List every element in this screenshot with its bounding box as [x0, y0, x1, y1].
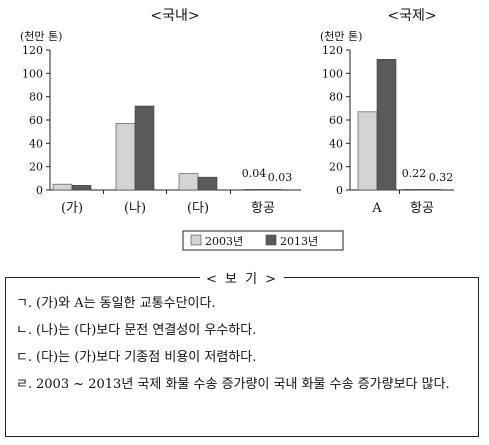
- data-label: 0.22: [402, 167, 427, 180]
- y-tick-label: 0: [336, 184, 343, 197]
- y-tick-label: 20: [29, 161, 43, 174]
- bogi-item: ㄷ. (다)는 (가)보다 기종점 비용이 저렴하다.: [16, 344, 468, 371]
- bar: [178, 173, 199, 191]
- y-tick-label: 20: [329, 161, 343, 174]
- bogi-item: ㄱ. (가)와 A는 동일한 교통수단이다.: [16, 290, 468, 317]
- x-category-label: A: [371, 201, 382, 216]
- y-tick-label: 40: [29, 137, 43, 150]
- x-category-label: (다): [187, 201, 209, 216]
- y-axis-unit-label: (천만 톤): [20, 29, 62, 43]
- bogi-item-text: (나)는 (다)보다 문전 연결성이 우수하다.: [36, 323, 257, 338]
- bar: [243, 189, 264, 191]
- bogi-item: ㄹ. 2003 ~ 2013년 국제 화물 수송 증가량이 국내 화물 수송 증가…: [16, 371, 468, 398]
- bar: [115, 123, 136, 191]
- y-tick-label: 100: [22, 67, 43, 80]
- legend: 2003년 2013년: [182, 230, 344, 251]
- y-tick-label: 80: [29, 91, 43, 104]
- legend-label: 2003년: [205, 235, 243, 248]
- bar: [197, 176, 218, 191]
- bogi-item-mark: ㄷ.: [16, 350, 33, 365]
- y-tick-label: 40: [329, 137, 343, 150]
- bogi-item: ㄴ. (나)는 (다)보다 문전 연결성이 우수하다.: [16, 317, 468, 344]
- chart-title: <국제>: [387, 8, 436, 24]
- bogi-item-text: (가)와 A는 동일한 교통수단이다.: [36, 296, 216, 311]
- bar: [357, 111, 378, 191]
- x-category-label: 항공: [251, 201, 275, 216]
- x-category-label: (나): [124, 201, 146, 216]
- y-tick-label: 120: [22, 44, 43, 57]
- bogi-item-mark: ㄱ.: [16, 296, 33, 311]
- bar: [52, 183, 73, 191]
- bar: [421, 189, 442, 191]
- bogi-title: < 보 기 >: [199, 268, 285, 287]
- x-category-label: 항공: [410, 201, 434, 216]
- international-chart: <국제> (천만 톤) 0 20 40 60 80 100 120 A 항공 0.22 0.32: [320, 8, 454, 216]
- legend-swatch: [190, 234, 202, 246]
- x-category-label: (가): [61, 201, 83, 216]
- legend-swatch: [265, 234, 277, 246]
- data-label: 0.04: [242, 167, 267, 180]
- bar: [376, 59, 397, 191]
- data-label: 0.03: [268, 171, 293, 184]
- bogi-item-mark: ㄴ.: [16, 323, 33, 338]
- bar: [402, 189, 423, 191]
- bogi-item-mark: ㄹ.: [16, 377, 33, 392]
- y-axis-unit-label: (천만 톤): [320, 29, 362, 43]
- bar: [134, 105, 155, 191]
- y-tick-label: 120: [322, 44, 343, 57]
- y-tick-label: 60: [329, 114, 343, 127]
- data-label: 0.32: [429, 171, 454, 184]
- bar: [262, 189, 283, 191]
- bogi-item-text: (다)는 (가)보다 기종점 비용이 저렴하다.: [36, 350, 257, 365]
- legend-label: 2013년: [280, 235, 318, 248]
- y-tick-label: 60: [29, 114, 43, 127]
- bogi-list: ㄱ. (가)와 A는 동일한 교통수단이다. ㄴ. (나)는 (다)보다 문전 연결성…: [16, 290, 468, 398]
- charts-area: <국내> (천만 톤) 0 20 40 60 80 100 120 (가) (나) (다) 항공 0.04…: [20, 8, 454, 251]
- domestic-chart: <국내> (천만 톤) 0 20 40 60 80 100 120 (가) (나) (다) 항공 0.04…: [20, 8, 301, 216]
- y-tick-label: 0: [36, 184, 43, 197]
- chart-title: <국내>: [150, 8, 199, 24]
- bogi-item-text: 2003 ~ 2013년 국제 화물 수송 증가량이 국내 화물 수송 증가량보…: [36, 377, 450, 392]
- y-tick-label: 100: [322, 67, 343, 80]
- bar: [71, 185, 92, 191]
- legend-frame: [182, 230, 344, 251]
- y-tick-label: 80: [329, 91, 343, 104]
- bogi-box: < 보 기 > ㄱ. (가)와 A는 동일한 교통수단이다. ㄴ. (나)는 (다)보…: [5, 268, 479, 437]
